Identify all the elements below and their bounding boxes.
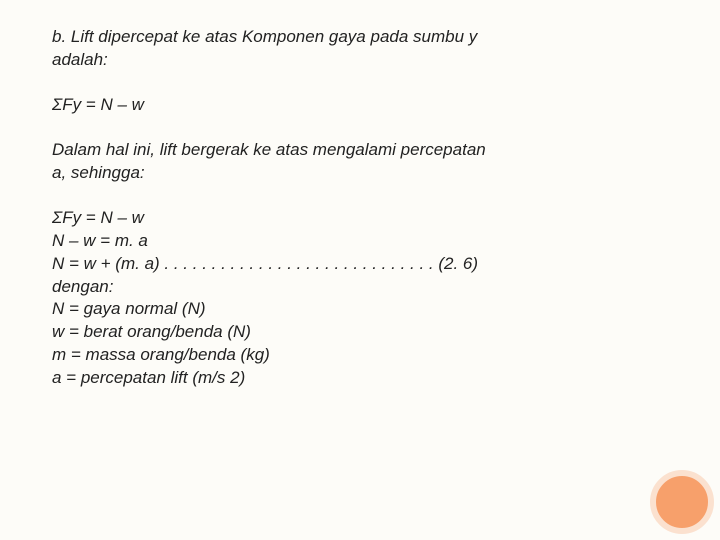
slide: b. Lift dipercepat ke atas Komponen gaya… bbox=[0, 0, 720, 540]
legend-a: a = percepatan lift (m/s 2) bbox=[52, 367, 672, 390]
equation-summary: ΣFy = N – w bbox=[52, 94, 672, 117]
intro-line-2: adalah: bbox=[52, 49, 672, 72]
decorative-circle-icon bbox=[650, 470, 714, 534]
intro-line-1: b. Lift dipercepat ke atas Komponen gaya… bbox=[52, 26, 672, 49]
slide-content: b. Lift dipercepat ke atas Komponen gaya… bbox=[52, 26, 672, 390]
explain-line-2: a, sehingga: bbox=[52, 162, 672, 185]
legend-w: w = berat orang/benda (N) bbox=[52, 321, 672, 344]
deriv-line-4: dengan: bbox=[52, 276, 672, 299]
deriv-line-2: N – w = m. a bbox=[52, 230, 672, 253]
deriv-line-1: ΣFy = N – w bbox=[52, 207, 672, 230]
explain-line-1: Dalam hal ini, lift bergerak ke atas men… bbox=[52, 139, 672, 162]
deriv-line-3: N = w + (m. a) . . . . . . . . . . . . .… bbox=[52, 253, 672, 276]
legend-n: N = gaya normal (N) bbox=[52, 298, 672, 321]
legend-m: m = massa orang/benda (kg) bbox=[52, 344, 672, 367]
